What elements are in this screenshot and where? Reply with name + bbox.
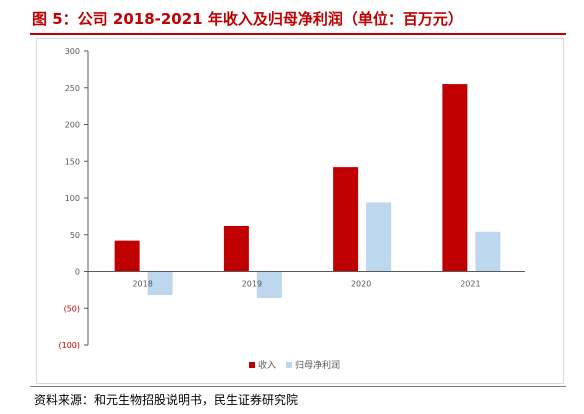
y-tick-label: 300: [65, 47, 80, 56]
legend-label-net-profit: 归母净利润: [295, 359, 340, 371]
net-profit-bar: [147, 271, 173, 296]
source-divider: [30, 386, 566, 387]
net-profit-bar: [256, 271, 282, 298]
y-tick-label: 100: [65, 194, 80, 203]
y-tick-label: 200: [65, 121, 80, 130]
y-tick-label: 50: [70, 231, 80, 240]
x-tick-label: 2018: [132, 280, 152, 289]
x-tick-label: 2019: [242, 280, 262, 289]
x-tick-label: 2020: [351, 280, 371, 289]
legend-swatch-revenue: [249, 362, 255, 368]
revenue-bar: [114, 240, 140, 272]
y-tick-label: 0: [75, 268, 80, 277]
net-profit-bar: [475, 231, 501, 272]
source-note: 资料来源：和元生物招股说明书，民生证券研究院: [34, 393, 299, 407]
y-tick-label: (100): [58, 341, 80, 350]
chart-title: 图 5：公司 2018-2021 年收入及归母净利润（单位：百万元）: [32, 10, 463, 28]
legend-swatch-net-profit: [286, 362, 292, 368]
y-tick-label: 150: [65, 157, 80, 166]
revenue-bar: [333, 167, 359, 272]
revenue-bar: [442, 84, 468, 272]
x-tick-label: 2021: [460, 280, 480, 289]
y-tick-label: (50): [64, 304, 80, 313]
title-divider: [30, 33, 566, 35]
chart-frame: [36, 38, 564, 384]
y-tick-label: 250: [65, 84, 80, 93]
net-profit-bar: [366, 202, 392, 272]
legend-label-revenue: 收入: [258, 359, 276, 371]
revenue-bar: [223, 225, 249, 272]
